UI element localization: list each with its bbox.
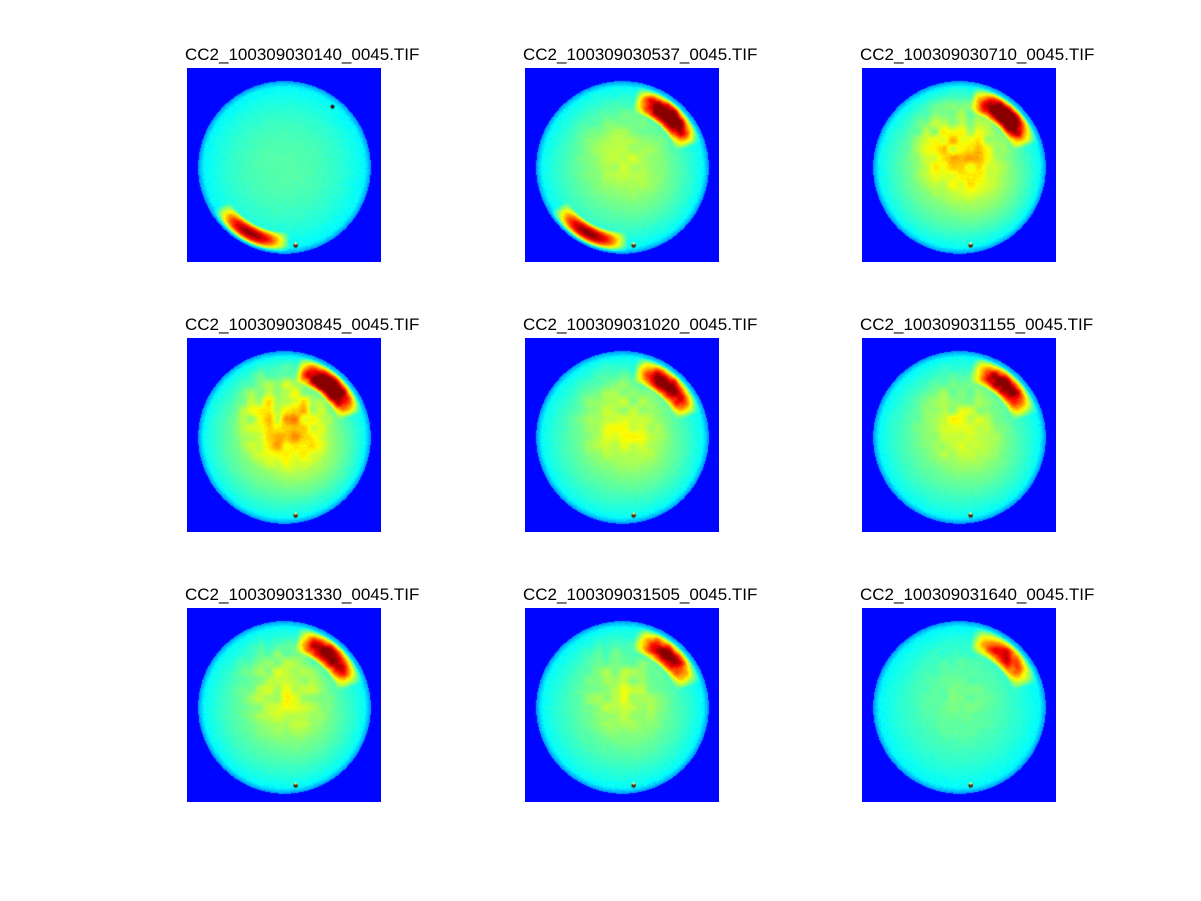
sky-image [862, 68, 1056, 262]
panel-8: CC2_100309031505_0045.TIF [523, 585, 783, 815]
sky-image [862, 338, 1056, 532]
sky-image [187, 338, 381, 532]
sky-image [525, 608, 719, 802]
panel-title: CC2_100309031330_0045.TIF [185, 585, 420, 604]
panel-6: CC2_100309031155_0045.TIF [860, 315, 1120, 545]
panel-2: CC2_100309030537_0045.TIF [523, 45, 783, 275]
panel-title: CC2_100309031020_0045.TIF [523, 315, 758, 334]
sky-image [187, 68, 381, 262]
panel-5: CC2_100309031020_0045.TIF [523, 315, 783, 545]
panel-title: CC2_100309030710_0045.TIF [860, 45, 1095, 64]
panel-9: CC2_100309031640_0045.TIF [860, 585, 1120, 815]
panel-title: CC2_100309031640_0045.TIF [860, 585, 1095, 604]
sky-image [525, 338, 719, 532]
panel-3: CC2_100309030710_0045.TIF [860, 45, 1120, 275]
panel-title: CC2_100309030140_0045.TIF [185, 45, 420, 64]
panel-7: CC2_100309031330_0045.TIF [185, 585, 445, 815]
sky-image [862, 608, 1056, 802]
panel-4: CC2_100309030845_0045.TIF [185, 315, 445, 545]
panel-title: CC2_100309030537_0045.TIF [523, 45, 758, 64]
sky-image [187, 608, 381, 802]
panel-title: CC2_100309031155_0045.TIF [860, 315, 1094, 334]
panel-1: CC2_100309030140_0045.TIF [185, 45, 445, 275]
panel-title: CC2_100309031505_0045.TIF [523, 585, 758, 604]
sky-image [525, 68, 719, 262]
panel-title: CC2_100309030845_0045.TIF [185, 315, 420, 334]
